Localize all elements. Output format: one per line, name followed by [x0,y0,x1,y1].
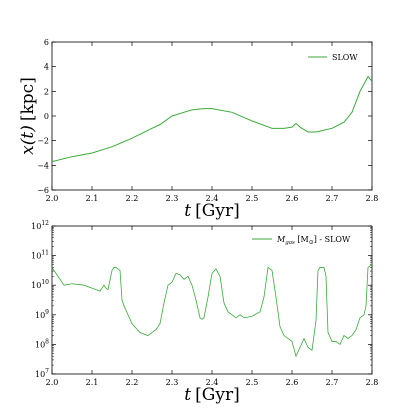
bottom-x-tick-label: 2.2 [126,378,139,387]
bottom-chart: 2.0 2.1 2.2 2.3 2.4 2.5 2.6 2.7 2.8 107 108 109 1010… [31,220,378,405]
bottom-x-tick-label: 2.8 [366,378,379,387]
top-x-tick-label: 2.8 [366,194,379,203]
bottom-x-tick-label: 2.4 [206,378,219,387]
bottom-x-tick-label: 2.0 [46,378,59,387]
top-y-tick-label: 6 [44,38,49,47]
bottom-x-tick-label: 2.6 [286,378,299,387]
top-y-tick-label: −6 [37,186,49,195]
top-x-tick-label: 2.7 [326,194,339,203]
bottom-y-tick-label: 1010 [31,279,49,290]
top-y-tick-label: 2 [44,87,49,96]
bottom-legend: Mgas [M⊙] - SLOW [252,235,351,246]
top-plot-frame [51,41,373,191]
top-y-axis-label: x(t)[kpc] [18,77,38,155]
top-x-tick-label: 2.2 [126,194,139,203]
top-x-tick-label: 2.6 [286,194,299,203]
top-x-tick-label: 2.0 [46,194,59,203]
top-x-tick-label: 2.5 [246,194,259,203]
bottom-x-tick-label: 2.3 [166,378,179,387]
bottom-ticks: 2.0 2.1 2.2 2.3 2.4 2.5 2.6 2.7 2.8 107 108 109 1010… [31,220,378,387]
bottom-legend-label: Mgas [M⊙] - SLOW [276,235,351,246]
top-x-tick-label: 2.3 [166,194,179,203]
top-legend: SLOW [308,53,358,62]
top-x-tick-label: 2.4 [206,194,219,203]
bottom-x-axis-label: t [Gyr] [184,385,239,405]
bottom-y-tick-label: 1011 [31,250,49,261]
top-x-axis-label: t [Gyr] [184,201,239,221]
bottom-x-tick-label: 2.7 [326,378,339,387]
top-chart: 2.0 2.1 2.2 2.3 2.4 2.5 2.6 2.7 2.8 −6 −4 −2 0 2 4 6 SL… [18,38,378,221]
top-y-tick-label: 4 [44,63,49,72]
bottom-plot-frame [51,225,373,375]
top-ticks: 2.0 2.1 2.2 2.3 2.4 2.5 2.6 2.7 2.8 −6 −4 −2 0 2 4 6 [37,38,378,203]
bottom-y-tick-label: 109 [35,309,49,320]
top-y-tick-label: −2 [37,137,49,146]
bottom-x-tick-label: 2.1 [86,378,99,387]
bottom-y-tick-label: 1012 [31,220,49,231]
bottom-series-line [51,264,373,358]
top-y-tick-label: −4 [37,161,49,170]
top-x-tick-label: 2.1 [86,194,99,203]
bottom-y-tick-label: 108 [35,338,49,349]
top-y-tick-label: 0 [44,112,49,121]
top-series-line [51,75,373,163]
top-legend-label: SLOW [332,53,358,62]
bottom-x-tick-label: 2.5 [246,378,259,387]
bottom-y-tick-label: 107 [35,368,49,379]
